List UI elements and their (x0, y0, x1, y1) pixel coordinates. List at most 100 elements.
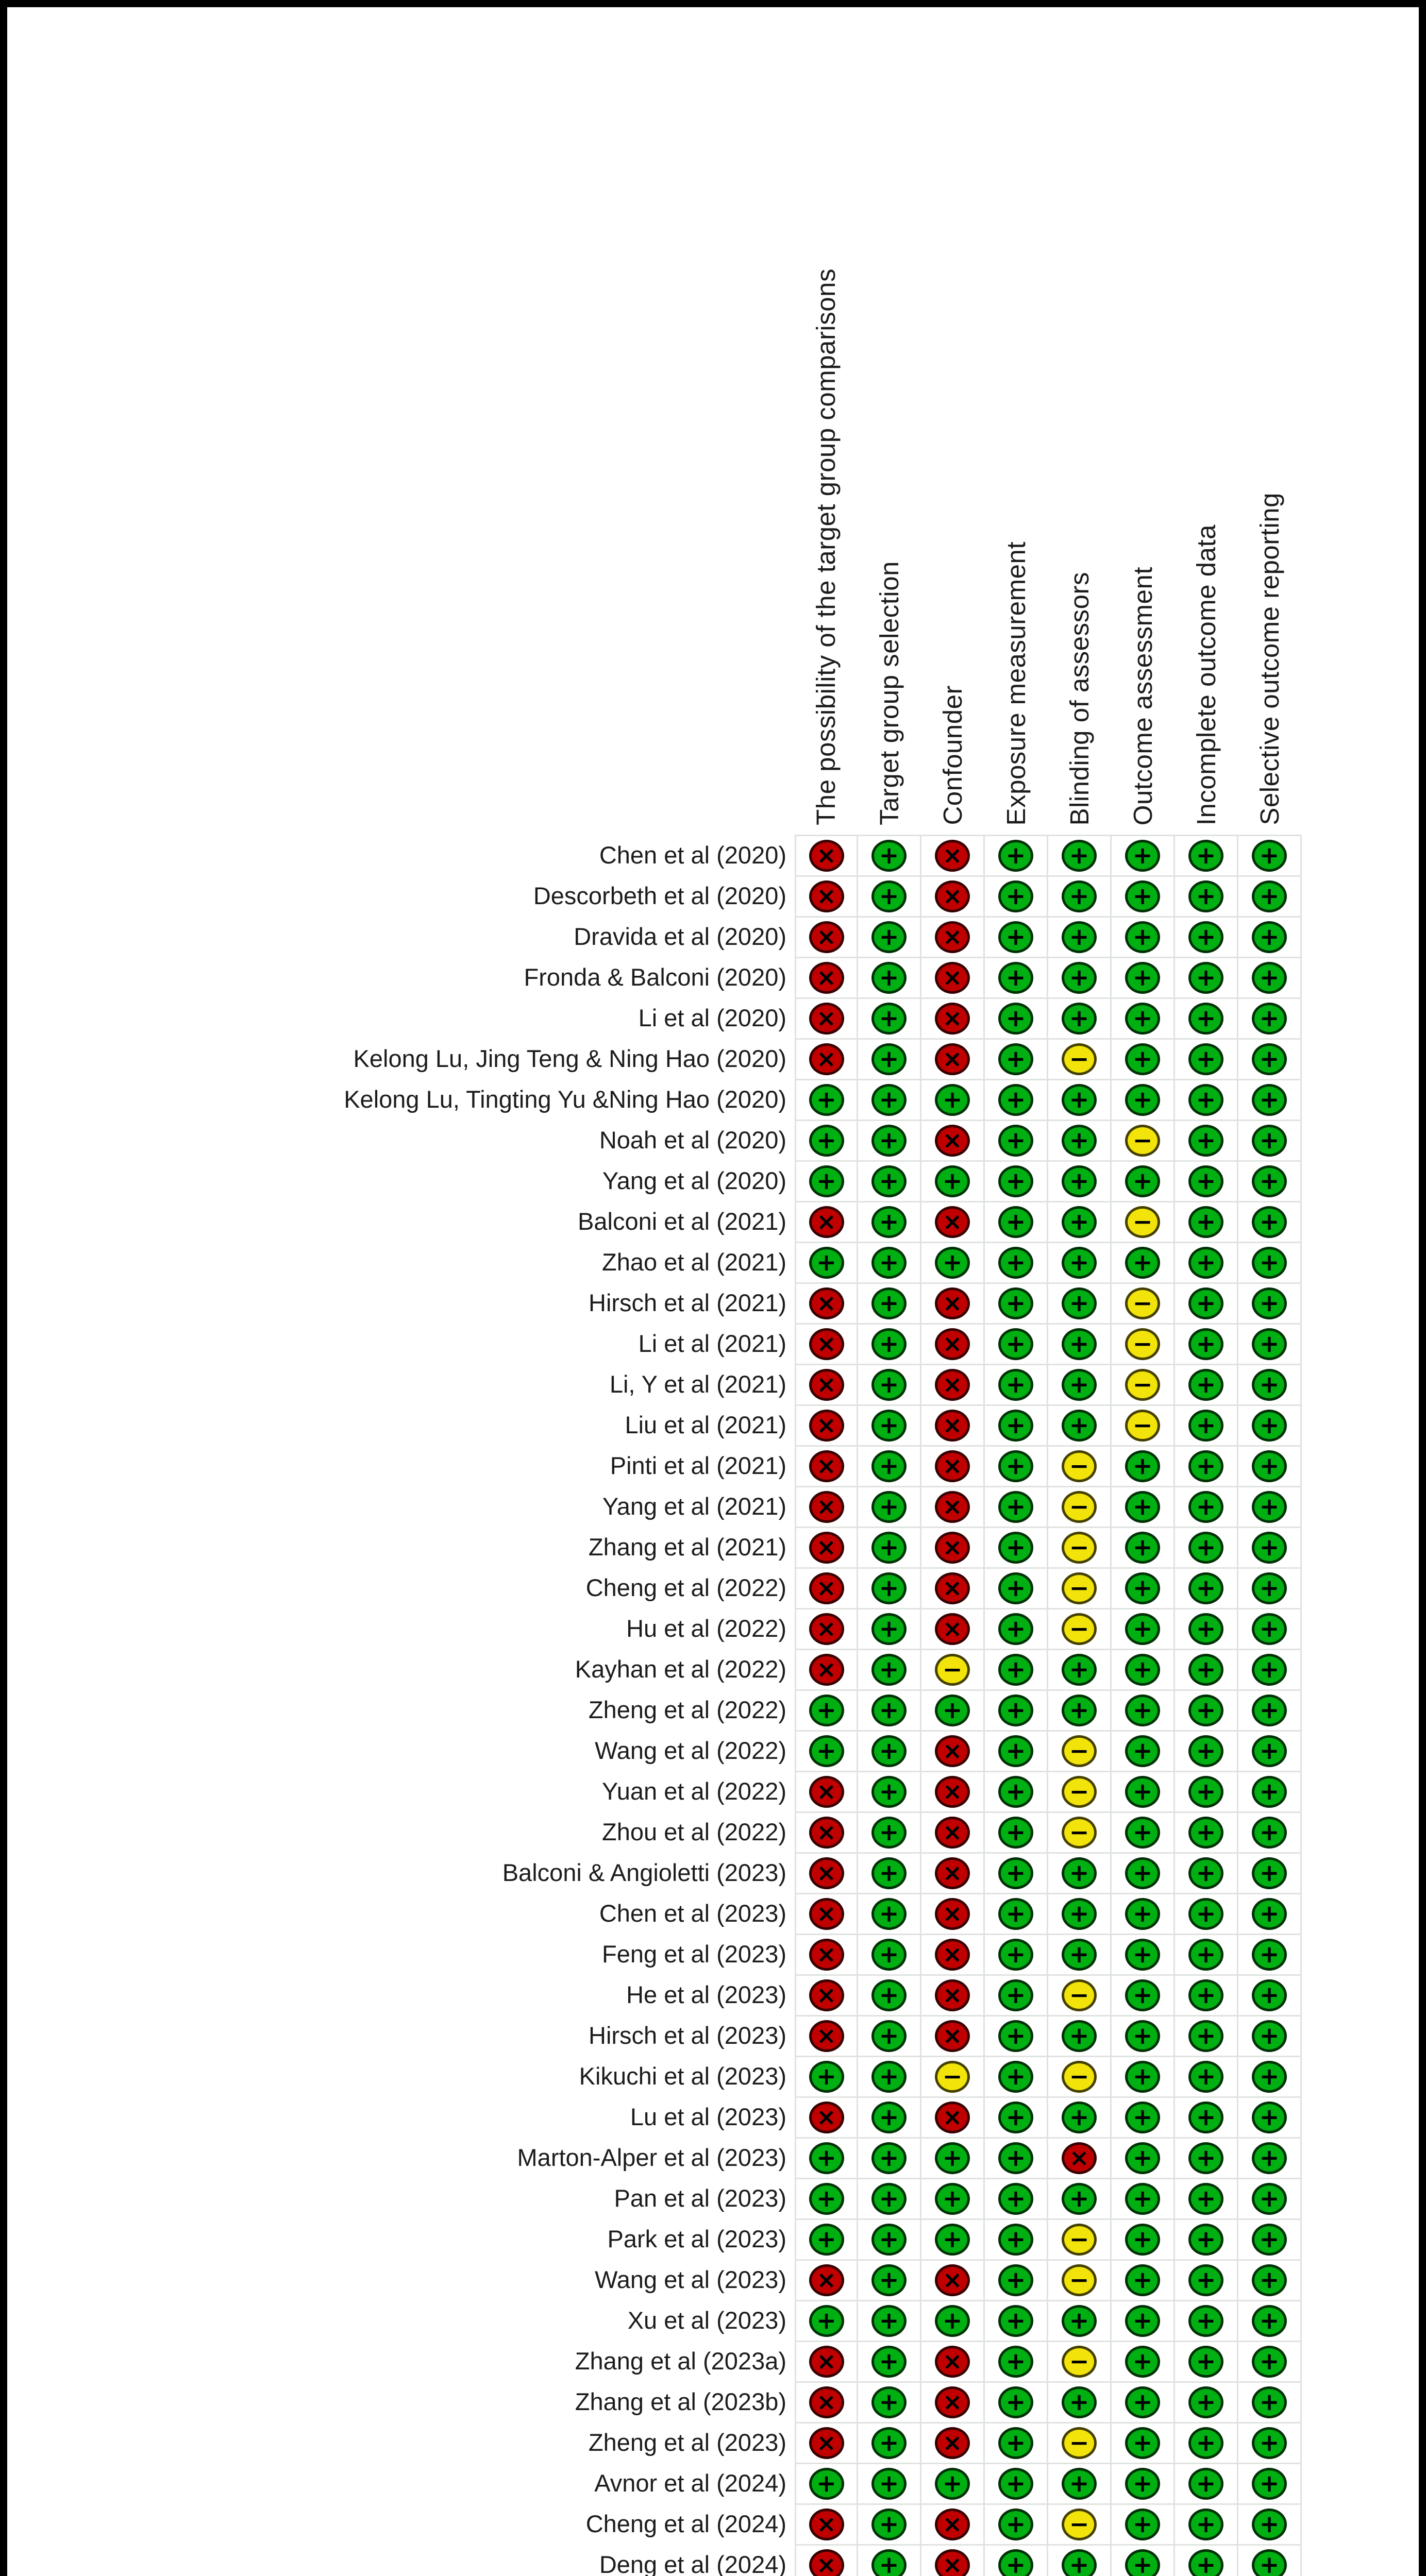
plus-icon: + (1259, 1289, 1280, 1317)
rating-icon-negative: × (809, 1817, 844, 1849)
rating-cell: × (921, 916, 985, 957)
row-filler (1302, 1201, 1419, 1242)
rating-cell: + (1112, 1934, 1175, 1974)
plus-icon: + (1196, 1411, 1216, 1439)
plus-icon: + (1132, 2307, 1153, 2334)
rating-cell: + (985, 2137, 1048, 2178)
plus-icon: + (879, 1940, 899, 1968)
rating-cell: + (985, 1771, 1048, 1811)
plus-icon: + (879, 882, 899, 910)
rating-cell: + (795, 2218, 858, 2259)
cross-icon: × (942, 1004, 963, 1032)
plus-icon: + (1069, 963, 1089, 991)
plus-icon: + (1132, 1981, 1153, 2009)
cross-icon: × (942, 1859, 963, 1887)
plus-icon: + (1259, 1126, 1280, 1154)
rating-cell: × (795, 1893, 858, 1934)
rating-cell: × (795, 1567, 858, 1608)
plus-icon: + (1132, 923, 1153, 951)
study-label: Yang et al (2021) (602, 1493, 786, 1520)
plus-icon: + (1132, 1696, 1153, 1724)
row-filler (1302, 1160, 1419, 1201)
rating-icon-negative: × (809, 840, 844, 872)
rating-icon-positive: + (1188, 2427, 1223, 2459)
column-header: Outcome assessment (1112, 7, 1175, 835)
plus-icon: + (1069, 2388, 1089, 2416)
rating-cell: + (1238, 2544, 1302, 2576)
rating-cell: + (1112, 916, 1175, 957)
plus-icon: + (1005, 882, 1026, 910)
cross-icon: × (816, 1900, 836, 1927)
rating-cell: + (985, 1364, 1048, 1404)
cross-icon: × (942, 2103, 963, 2131)
cross-icon: × (942, 1940, 963, 1968)
row-filler (1302, 2381, 1419, 2422)
rating-icon-negative: × (935, 921, 970, 953)
rating-cell: + (1238, 1404, 1302, 1445)
rating-cell: + (985, 1486, 1048, 1527)
study-label: Feng et al (2023) (602, 1940, 786, 1968)
rating-icon-negative: × (935, 2020, 970, 2052)
study-label: Hirsch et al (2021) (589, 1289, 786, 1316)
plus-icon: + (1196, 2429, 1216, 2456)
plus-icon: + (816, 1248, 836, 1276)
plus-icon: + (1259, 1696, 1280, 1724)
rating-cell: + (985, 2015, 1048, 2056)
rating-icon-positive: + (1125, 921, 1160, 953)
rating-icon-positive: + (998, 962, 1033, 994)
rating-icon-negative: × (809, 1003, 844, 1035)
rating-cell: + (858, 2300, 921, 2341)
rating-cell: + (1175, 2463, 1238, 2503)
rating-cell: + (1048, 1649, 1112, 1689)
rating-icon-positive: + (809, 1735, 844, 1767)
rating-cell: + (985, 1730, 1048, 1771)
plus-icon: + (1005, 841, 1026, 869)
rating-icon-positive: + (998, 2224, 1033, 2256)
rating-cell: + (1112, 1445, 1175, 1486)
rating-cell: + (921, 2137, 985, 2178)
plus-icon: + (1132, 2551, 1153, 2576)
rating-cell: + (1238, 1608, 1302, 1649)
row-filler (1302, 1689, 1419, 1730)
plus-icon: + (942, 1167, 963, 1195)
rating-icon-positive: + (1252, 2183, 1287, 2215)
rating-cell: + (1238, 2381, 1302, 2422)
plus-icon: + (1259, 1655, 1280, 1683)
cross-icon: × (816, 841, 836, 869)
rating-icon-positive: + (1252, 1979, 1287, 2011)
rating-cell: + (1175, 1038, 1238, 1079)
plus-icon: + (1259, 2062, 1280, 2090)
rating-icon-negative: × (935, 1125, 970, 1157)
rating-icon-positive: + (1188, 2224, 1223, 2256)
plus-icon: + (942, 2184, 963, 2212)
rating-cell: + (858, 2381, 921, 2422)
rating-cell: + (1175, 1730, 1238, 1771)
rating-icon-negative: × (809, 1450, 844, 1482)
rating-cell: − (1048, 2259, 1112, 2300)
row-filler (1302, 2218, 1419, 2259)
plus-icon: + (1259, 1940, 1280, 1968)
plus-icon: + (879, 1655, 899, 1683)
plus-icon: + (816, 2184, 836, 2212)
rating-icon-positive: + (1252, 2549, 1287, 2576)
rating-icon-positive: + (1125, 962, 1160, 994)
rating-icon-positive: + (1252, 2509, 1287, 2540)
rating-icon-positive: + (1125, 2468, 1160, 2500)
rating-icon-positive: + (1125, 1857, 1160, 1889)
rating-cell: + (985, 916, 1048, 957)
rating-icon-positive: + (935, 1165, 970, 1197)
plus-icon: + (1259, 1167, 1280, 1195)
rating-icon-negative: × (935, 1410, 970, 1442)
rating-cell: × (795, 835, 858, 875)
rating-cell: + (1112, 957, 1175, 997)
plus-icon: + (1132, 1493, 1153, 1520)
rating-icon-negative: × (935, 1939, 970, 1971)
rating-cell: + (1238, 2300, 1302, 2341)
rating-cell: + (1112, 1242, 1175, 1282)
plus-icon: + (1132, 1900, 1153, 1927)
plus-icon: + (879, 2022, 899, 2049)
cross-icon: × (816, 923, 836, 951)
plus-icon: + (1069, 1208, 1089, 1235)
rating-cell: + (1238, 1242, 1302, 1282)
plus-icon: + (1069, 841, 1089, 869)
